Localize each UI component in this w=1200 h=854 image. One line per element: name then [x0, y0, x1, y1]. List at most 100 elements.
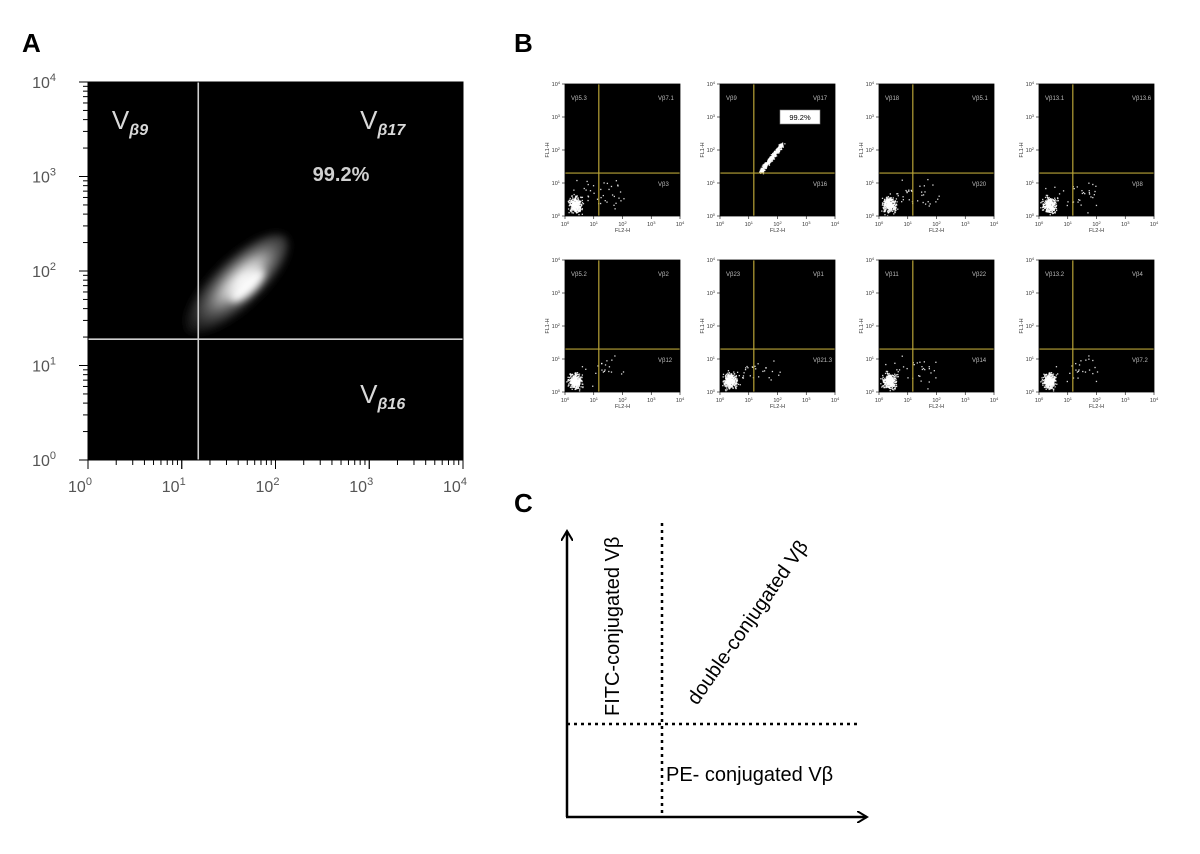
quadrant-label-top-right: Vβ13.6 — [1132, 96, 1152, 102]
cell-dot — [722, 376, 724, 378]
x-tick-label: 102 — [1092, 220, 1101, 228]
cell-dot — [573, 207, 575, 209]
cell-dot — [1052, 207, 1055, 209]
cell-dot — [1078, 369, 1080, 371]
cell-dot — [728, 379, 730, 382]
cell-dot — [729, 378, 731, 380]
cell-dot — [733, 376, 736, 378]
cell-dot — [894, 375, 896, 377]
cell-dot — [581, 209, 583, 211]
cell-dot — [575, 377, 578, 380]
cell-dot — [894, 211, 896, 214]
cell-dot — [727, 383, 729, 386]
cell-dot — [883, 208, 885, 210]
cell-dot — [932, 184, 934, 186]
plot-background — [565, 260, 680, 392]
cell-dot — [754, 365, 756, 367]
cell-dot — [572, 378, 574, 381]
cell-dot — [1088, 192, 1091, 194]
cell-dot — [891, 378, 893, 380]
cell-dot — [734, 382, 737, 384]
cell-dot — [779, 146, 781, 149]
cell-dot — [885, 363, 887, 366]
cell-dot — [924, 191, 926, 193]
cell-dot — [577, 199, 580, 201]
cell-dot — [764, 163, 767, 165]
cell-dot — [617, 185, 619, 187]
cell-dot — [576, 195, 578, 197]
annotation-box — [779, 109, 821, 125]
cell-dot — [1045, 386, 1047, 388]
cell-dot — [882, 380, 885, 382]
cell-dot — [595, 372, 597, 375]
cell-dot — [728, 378, 730, 380]
cell-dot — [726, 387, 728, 389]
cell-dot — [888, 200, 890, 202]
y-axis-label: FL1-H — [1019, 142, 1025, 157]
cell-dot — [893, 208, 896, 211]
quadrant-label-top-right: Vβ1 — [813, 272, 824, 278]
cell-dot — [921, 194, 923, 197]
cell-dot — [729, 375, 731, 377]
cell-dot — [768, 161, 770, 164]
cell-dot — [894, 388, 896, 390]
cell-dot — [569, 382, 571, 384]
cell-dot — [889, 383, 891, 385]
cell-dot — [886, 377, 889, 379]
cell-dot — [887, 199, 889, 202]
cell-dot — [576, 211, 578, 213]
cell-dot — [888, 201, 891, 203]
cell-dot — [778, 374, 780, 376]
cell-dot — [890, 382, 892, 384]
cell-dot — [773, 154, 776, 157]
cell-dot — [772, 158, 775, 160]
y-tick-label: 104 — [866, 256, 875, 264]
cell-dot — [587, 199, 589, 202]
cell-dot — [894, 208, 897, 210]
cell-dot — [735, 374, 737, 377]
cell-dot — [928, 381, 930, 383]
cell-dot — [606, 360, 608, 362]
panel-label-b: B — [514, 28, 533, 58]
cell-dot — [1049, 387, 1051, 390]
cell-dot — [1045, 201, 1047, 203]
cell-dot — [725, 390, 727, 392]
cell-dot — [777, 149, 780, 151]
cell-dot — [768, 158, 770, 160]
cell-dot — [1052, 199, 1054, 201]
cell-dot — [886, 385, 888, 388]
cell-dot — [734, 381, 736, 383]
y-tick-label: 102 — [32, 261, 56, 281]
cell-dot — [1046, 202, 1048, 205]
y-tick-label: 102 — [866, 322, 875, 330]
cell-dot — [762, 169, 764, 171]
cell-dot — [778, 149, 781, 152]
cell-dot — [881, 386, 883, 388]
cell-dot — [1049, 375, 1051, 378]
cell-dot — [611, 194, 614, 196]
cell-dot — [574, 201, 576, 204]
cell-dot — [572, 206, 574, 209]
cell-dot — [887, 207, 890, 210]
cell-dot — [735, 383, 737, 385]
y-tick-label: 104 — [866, 80, 875, 88]
cell-dot — [726, 383, 729, 386]
cell-dot — [730, 379, 732, 381]
cell-dot — [1048, 386, 1051, 388]
cell-dot — [1049, 207, 1051, 209]
cell-dot — [567, 380, 569, 382]
cell-dot — [1040, 202, 1042, 204]
cell-dot — [574, 388, 576, 390]
cell-dot — [568, 384, 570, 386]
cell-dot — [592, 385, 594, 387]
cell-dot — [885, 201, 887, 203]
quadrant-label-bottom-right: Vβ3 — [658, 182, 669, 188]
cell-dot — [777, 151, 779, 154]
cell-dot — [906, 191, 908, 194]
cell-dot — [896, 376, 898, 378]
cell-dot — [894, 203, 896, 205]
cell-dot — [886, 211, 889, 213]
cell-dot — [766, 160, 769, 162]
cell-dot — [603, 370, 606, 373]
cell-dot — [576, 207, 578, 209]
